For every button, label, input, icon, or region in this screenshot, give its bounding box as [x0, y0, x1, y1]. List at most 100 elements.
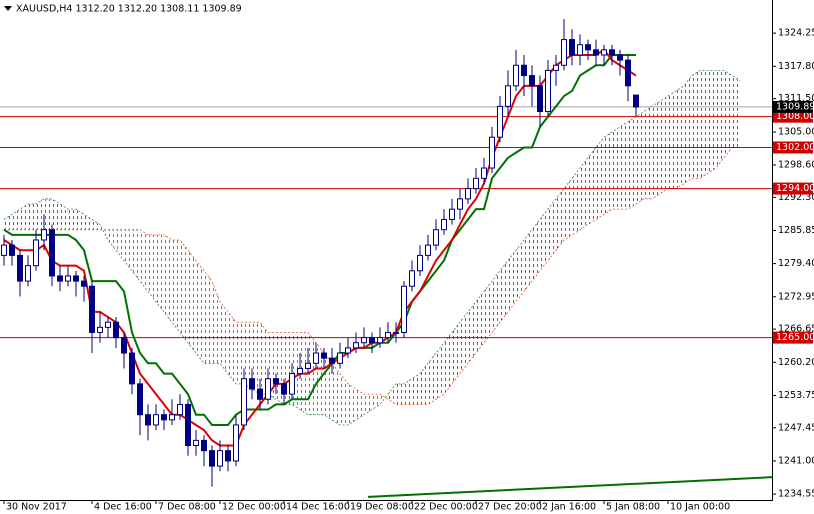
candle-body: [9, 244, 15, 256]
candle-body: [233, 424, 239, 462]
candle-body: [201, 439, 207, 452]
y-tick-label: 1241.00: [778, 455, 814, 466]
price-label-box: [773, 100, 813, 113]
plot-area: [0, 19, 772, 498]
cloud-segment: [636, 111, 644, 205]
candle-body: [401, 285, 407, 333]
y-tick-label: 1266.65: [778, 324, 814, 335]
candle-body: [257, 388, 263, 400]
candle-body: [625, 59, 631, 87]
cloud-segment: [532, 219, 540, 282]
cloud-segment: [492, 270, 500, 333]
cloud-segment: [60, 204, 68, 230]
candle-body: [361, 337, 367, 344]
y-tick-label: 1253.75: [778, 390, 814, 401]
candle-body: [105, 321, 111, 328]
candle-body: [449, 208, 455, 220]
candle-body: [153, 414, 159, 426]
candle-body: [281, 383, 287, 395]
cloud-segment: [412, 373, 420, 405]
cloud-segment: [92, 219, 100, 230]
candle-body: [505, 85, 511, 107]
cloud-segment: [76, 209, 84, 230]
candle-body: [17, 254, 23, 282]
cloud-segment: [668, 90, 676, 189]
cloud-segment: [548, 198, 556, 261]
candle-body: [193, 439, 199, 447]
candle-body: [273, 378, 279, 385]
candle-body: [121, 337, 127, 354]
candle-body: [353, 342, 359, 349]
candle-body: [481, 167, 487, 179]
y-tick-label: 1272.95: [778, 291, 814, 302]
y-tick-label: 1324.25: [778, 28, 814, 39]
candle-body: [369, 337, 375, 344]
candle-body: [97, 326, 103, 333]
candle-body: [265, 378, 271, 400]
cloud-segment: [452, 322, 460, 384]
candle-body: [65, 275, 71, 282]
chart-header: XAUUSD,H4 1312.20 1312.20 1308.11 1309.8…: [16, 4, 242, 15]
cloud-segment: [236, 322, 244, 384]
candle-body: [1, 244, 7, 256]
cloud-segment: [364, 394, 372, 415]
cloud-segment: [724, 70, 732, 158]
cloud-segment: [252, 322, 260, 395]
cloud-segment: [612, 126, 620, 210]
candle-body: [113, 321, 119, 339]
cloud-segment: [52, 198, 60, 230]
cloud-segment: [428, 353, 436, 405]
candle-body: [545, 69, 551, 113]
candle-body: [457, 198, 463, 210]
cloud-segment: [204, 270, 212, 364]
y-tick-label: 1285.85: [778, 225, 814, 236]
x-tick-label: 10 Jan 00:00: [670, 502, 730, 513]
kijun-line: [3, 53, 636, 426]
cloud-segment: [196, 260, 204, 364]
level-label: 1265.00: [776, 332, 814, 343]
cloud-segment: [68, 209, 76, 230]
cloud-segment: [404, 378, 412, 405]
level-label: 1308.00: [776, 111, 814, 122]
cloud-segment: [684, 75, 692, 184]
symbol-icon: [4, 6, 12, 11]
cloud-segment: [372, 394, 380, 410]
candle-body: [33, 239, 39, 267]
cloud-segment: [44, 198, 52, 230]
cloud-segment: [708, 70, 716, 174]
candle-body: [225, 450, 231, 462]
cloud-segment: [556, 188, 564, 251]
candle-body: [521, 64, 527, 77]
cloud-segment: [12, 209, 20, 230]
x-tick-label: 22 Dec 00:00: [414, 502, 478, 513]
cloud-segment: [620, 121, 628, 210]
cloud-segment: [172, 239, 180, 333]
cloud-segment: [716, 70, 724, 169]
span-b-line: [4, 147, 740, 405]
candle-body: [593, 49, 599, 56]
candle-body: [241, 378, 247, 426]
cloud-segment: [4, 214, 12, 230]
cloud-segment: [692, 70, 700, 179]
y-tick-label: 1260.20: [778, 357, 814, 368]
cloud-segment: [164, 234, 172, 323]
cloud-segment: [20, 204, 28, 230]
candle-body: [441, 218, 447, 231]
level-label-box: [773, 141, 813, 154]
x-tick-label: 7 Dec 08:00: [158, 502, 216, 513]
y-tick-label: 1247.45: [778, 422, 814, 433]
cloud-segment: [444, 332, 452, 395]
cloud-segment: [108, 229, 116, 251]
candle-body: [321, 352, 327, 359]
level-label-box: [773, 182, 813, 195]
price-label: 1309.89: [776, 101, 814, 112]
x-tick-label: 4 Dec 16:00: [94, 502, 152, 513]
candle-body: [377, 337, 383, 344]
candle-body: [305, 362, 311, 369]
y-tick-label: 1317.80: [778, 61, 814, 72]
cloud-segment: [348, 383, 356, 425]
candle-body: [537, 85, 543, 113]
candle-body: [601, 49, 607, 56]
